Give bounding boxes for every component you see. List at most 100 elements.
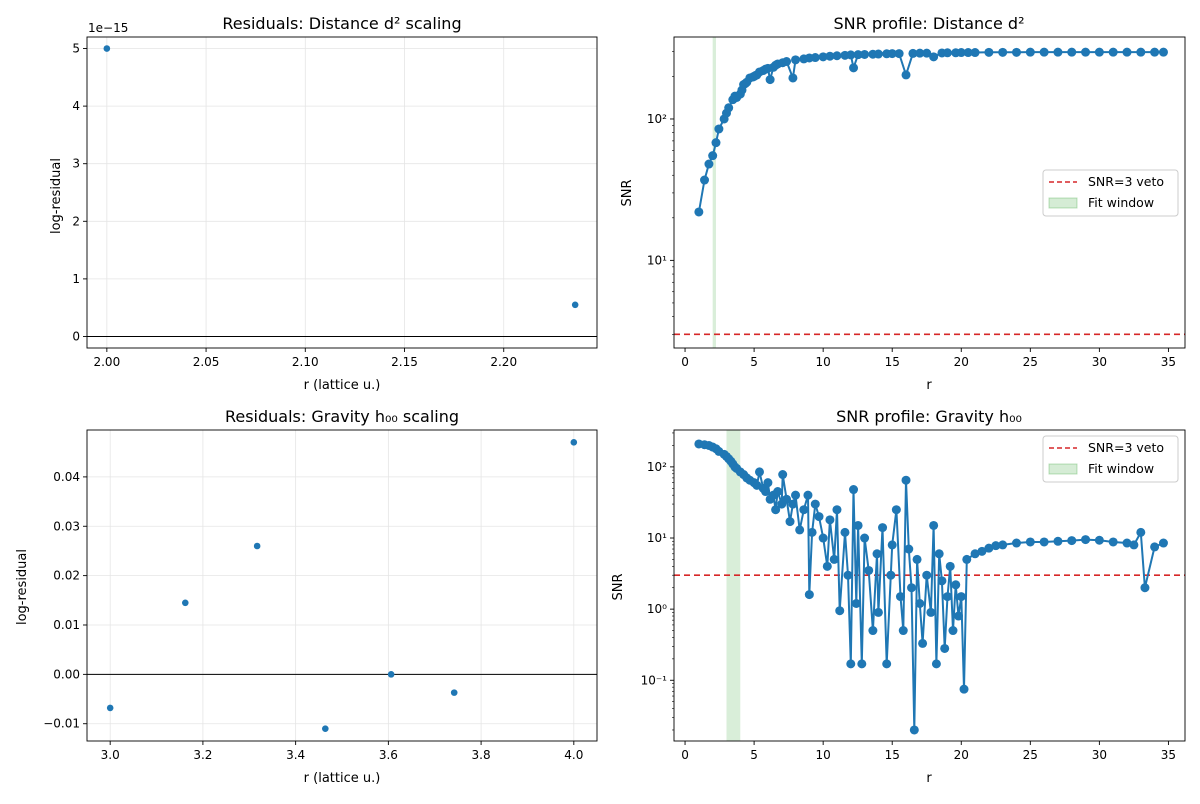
panel-residuals-distance: Residuals: Distance d² scaling r (lattic… — [49, 14, 462, 393]
data-point — [1025, 47, 1035, 57]
data-point — [1122, 47, 1132, 57]
x-tick-label: 10 — [816, 355, 831, 369]
data-point — [940, 643, 950, 653]
x-tick-label: 25 — [1023, 355, 1038, 369]
y-tick-label: 0.04 — [53, 470, 80, 484]
x-tick-label: 0 — [681, 748, 689, 762]
data-point — [846, 50, 856, 60]
data-point — [771, 505, 781, 515]
data-point — [829, 554, 839, 564]
data-point — [901, 70, 911, 80]
data-point — [1067, 47, 1077, 57]
data-point — [810, 499, 820, 509]
y-axis-label: SNR — [620, 179, 635, 206]
y-tick-label: 10² — [647, 112, 667, 126]
x-tick-label: 15 — [885, 748, 900, 762]
data-point — [571, 301, 579, 309]
data-point — [942, 48, 952, 58]
data-point — [959, 684, 969, 694]
data-point — [181, 599, 189, 607]
x-tick-label: 20 — [954, 355, 969, 369]
data-point — [945, 561, 955, 571]
y-tick-label: 10⁰ — [647, 602, 667, 616]
data-point — [253, 542, 261, 550]
data-point — [963, 48, 973, 58]
data-point — [773, 487, 783, 497]
data-point — [956, 592, 966, 602]
x-tick-label: 5 — [750, 355, 758, 369]
y-tick-label: 10² — [647, 460, 667, 474]
x-tick-label: 3.6 — [379, 748, 398, 762]
x-tick-label: 30 — [1092, 355, 1107, 369]
x-tick-label: 2.20 — [490, 355, 517, 369]
data-point — [795, 525, 805, 535]
data-point — [922, 48, 932, 58]
y-tick-label: 10¹ — [647, 253, 667, 267]
data-point — [1158, 47, 1168, 57]
data-point — [822, 561, 832, 571]
data-point — [570, 439, 578, 446]
data-point — [1150, 542, 1160, 552]
panel-snr-gravity: SNR profile: Gravity h₀₀ r SNR SNR=3 vet… — [611, 407, 1179, 786]
data-point — [1053, 536, 1063, 546]
data-series — [106, 439, 578, 732]
data-point — [791, 55, 801, 65]
data-point — [857, 659, 867, 669]
x-tick-label: 10 — [816, 748, 831, 762]
chart-title: Residuals: Gravity h₀₀ scaling — [225, 407, 459, 426]
data-point — [868, 626, 878, 636]
axes-0: 2.00 2.05 2.10 2.15 2.20 0 1 2 3 4 5 — [72, 36, 598, 369]
x-axis-label: r (lattice u.) — [304, 771, 381, 786]
data-point — [1053, 47, 1063, 57]
y-tick-label: 5 — [72, 42, 80, 56]
axes-2: 3.0 3.2 3.4 3.6 3.8 4.0 −0.01 0.00 0.01 0.02 0.03 0… — [43, 429, 598, 762]
data-point — [873, 49, 883, 59]
data-point — [937, 576, 947, 586]
fit-window-band — [712, 37, 716, 348]
data-point — [799, 505, 809, 515]
data-point — [912, 554, 922, 564]
y-tick-label: 2 — [72, 214, 80, 228]
fit-window-band — [726, 430, 741, 741]
data-point — [909, 725, 919, 735]
data-point — [708, 151, 718, 161]
data-point — [860, 49, 870, 59]
legend-fit-window-label: Fit window — [1088, 461, 1154, 476]
data-point — [1158, 538, 1168, 548]
data-point — [1108, 47, 1118, 57]
data-point — [1136, 527, 1146, 537]
data-point — [778, 470, 788, 480]
data-point — [1140, 583, 1150, 593]
data-point — [782, 494, 792, 504]
y-tick-label: 3 — [72, 157, 80, 171]
data-point — [761, 487, 771, 497]
data-point — [1039, 47, 1049, 57]
data-point — [998, 47, 1008, 57]
data-point — [1081, 47, 1091, 57]
data-point — [931, 659, 941, 669]
y-tick-label: 1 — [72, 272, 80, 286]
panel-residuals-gravity: Residuals: Gravity h₀₀ scaling r (lattic… — [15, 407, 459, 786]
x-axis-label: r — [926, 771, 932, 786]
data-point — [765, 75, 775, 85]
data-point — [886, 570, 896, 580]
data-point — [954, 611, 964, 621]
data-point — [832, 51, 842, 61]
data-point — [804, 590, 814, 600]
data-point — [984, 543, 994, 553]
data-point — [962, 554, 972, 564]
y-tick-label: 0.03 — [53, 519, 80, 533]
data-point — [807, 527, 817, 537]
x-tick-label: 35 — [1161, 748, 1176, 762]
data-point — [825, 51, 835, 61]
x-tick-label: 2.05 — [193, 355, 220, 369]
data-point — [948, 626, 958, 636]
data-point — [810, 53, 820, 63]
data-point — [887, 49, 897, 59]
y-tick-label: 10⁻¹ — [641, 673, 668, 687]
data-point — [1039, 537, 1049, 547]
axes-frame — [86, 429, 598, 742]
axes-frame — [86, 36, 598, 349]
data-point — [929, 52, 939, 62]
x-axis-label: r — [926, 378, 932, 393]
